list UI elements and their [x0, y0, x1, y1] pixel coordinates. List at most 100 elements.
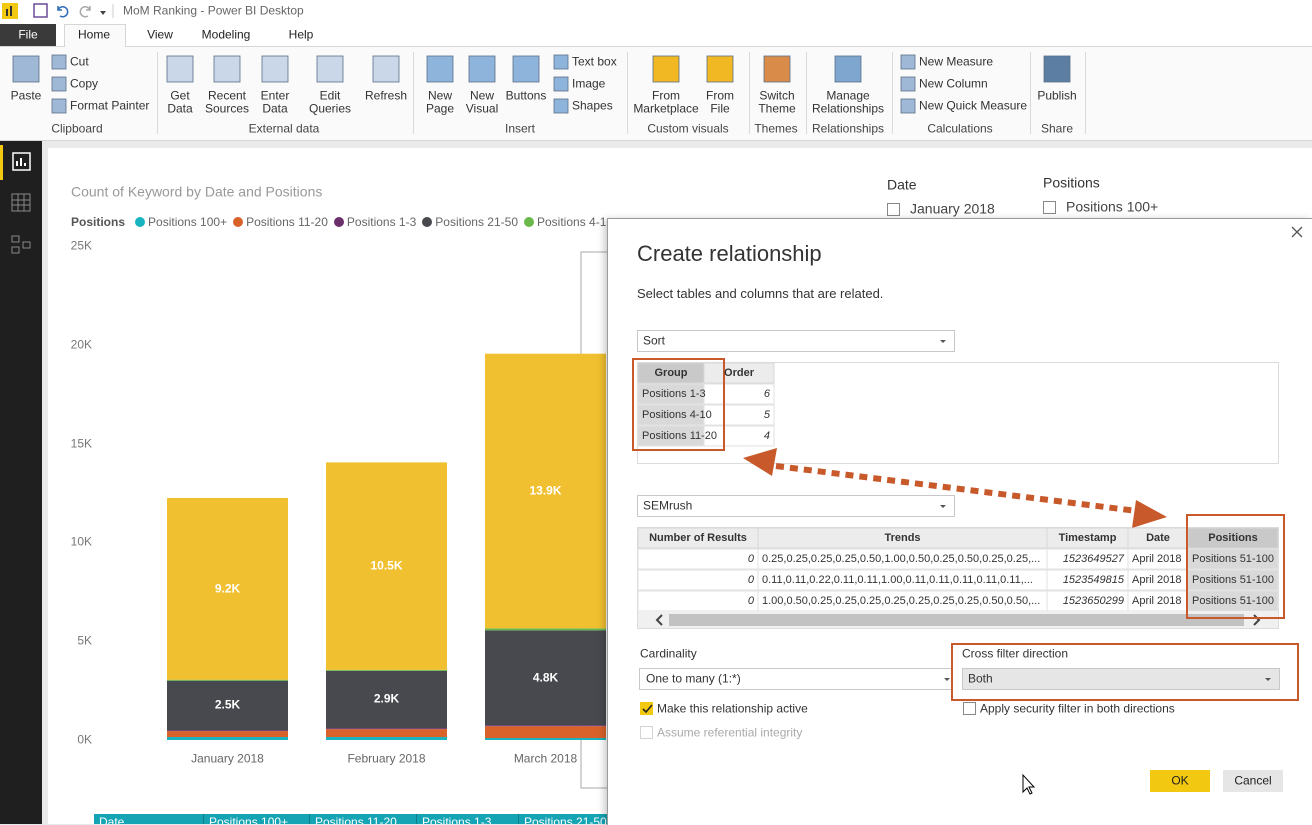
ribbon-tab[interactable]: Modeling	[201, 27, 251, 42]
ribbon-button-label[interactable]: Enter	[260, 88, 290, 103]
ribbon-button-label[interactable]: Buttons	[505, 88, 547, 103]
bar-segment	[326, 737, 447, 740]
checkbox-label[interactable]: Make this relationship active	[657, 701, 808, 716]
ribbon-button-label[interactable]: Cut	[70, 54, 89, 69]
data-view-icon[interactable]	[11, 193, 31, 212]
ribbon-button-label[interactable]: From	[652, 88, 680, 103]
scroll-right[interactable]	[1253, 614, 1261, 626]
ribbon-button-label[interactable]: File	[710, 101, 730, 116]
ribbon-button-label[interactable]: New Quick Measure	[919, 98, 1028, 113]
ribbon-tab[interactable]: Help	[288, 27, 314, 42]
table1-dropdown[interactable]	[637, 330, 955, 352]
ribbon-button-label[interactable]: Paste	[10, 88, 42, 103]
legend-label[interactable]: Positions 4-10	[537, 215, 607, 229]
legend-label[interactable]: Positions 11-20	[246, 215, 328, 229]
checkbox-label[interactable]: Apply security filter in both directions	[980, 701, 1175, 716]
active-tab-bg[interactable]	[64, 24, 126, 47]
button-icon	[213, 55, 241, 83]
dropdown-value[interactable]: One to many (1:*)	[646, 671, 741, 686]
ribbon-button-label[interactable]: Relationships	[811, 101, 885, 116]
y-tick-label: 25K	[70, 238, 92, 253]
ribbon-button-label[interactable]: Copy	[70, 76, 99, 91]
ribbon-button-label[interactable]: Recent	[207, 88, 247, 103]
cancel-button[interactable]	[1223, 770, 1283, 792]
ribbon-button-label[interactable]: New Measure	[919, 54, 994, 69]
field-label: Cardinality	[640, 646, 697, 661]
ribbon-button-label[interactable]: Switch	[759, 88, 795, 103]
ribbon-button-label[interactable]: Sources	[204, 101, 250, 116]
ribbon-group-label: External data	[248, 121, 320, 136]
checkmark	[642, 704, 653, 714]
ribbon-button-label[interactable]: New Column	[919, 76, 988, 91]
column-header[interactable]: Positions	[1208, 531, 1258, 544]
ribbon-button-label[interactable]: Data	[167, 101, 193, 116]
data-label: 4.8K	[532, 670, 559, 685]
close-button[interactable]	[1291, 226, 1303, 238]
legend-label[interactable]: Positions 100+	[148, 215, 228, 229]
button-icon	[706, 55, 734, 83]
scroll-thumb[interactable]	[669, 614, 1244, 626]
ribbon-button-label[interactable]: Image	[572, 76, 606, 91]
column-header[interactable]: Number of Results	[649, 531, 747, 544]
ribbon-button-label[interactable]: Text box	[572, 54, 617, 69]
model-view-icon[interactable]	[11, 235, 20, 243]
ribbon-button-label[interactable]: New	[427, 88, 453, 103]
save-icon[interactable]	[33, 3, 48, 18]
column-header[interactable]: Group	[654, 366, 688, 379]
x-tick-label: March 2018	[513, 751, 578, 766]
x-tick-label: January 2018	[191, 751, 264, 766]
bar-segment	[485, 726, 606, 739]
ribbon-button-label[interactable]: From	[706, 88, 734, 103]
ribbon-button-label[interactable]: Queries	[308, 101, 352, 116]
slicer-item: Positions 100+	[1066, 198, 1159, 215]
ribbon-button-label[interactable]: Refresh	[364, 88, 408, 103]
bar-segment	[485, 353, 606, 629]
table-cell: April 2018	[1132, 594, 1182, 607]
ok-button-label[interactable]: OK	[1171, 773, 1189, 788]
cross-filter-dropdown[interactable]	[962, 668, 1280, 690]
ribbon-button-label[interactable]: Edit	[319, 88, 341, 103]
dropdown-value[interactable]: Both	[968, 671, 993, 686]
scroll-left[interactable]	[655, 614, 663, 626]
legend-label[interactable]: Positions 21-50	[435, 215, 518, 229]
ribbon-button-label[interactable]: Visual	[465, 101, 499, 116]
y-tick-label: 20K	[70, 337, 92, 352]
column-header[interactable]: Order	[724, 366, 754, 379]
column-header[interactable]: Trends	[884, 531, 921, 544]
ok-button[interactable]	[1150, 770, 1210, 792]
ribbon-button-label[interactable]: New	[469, 88, 495, 103]
ribbon-tab[interactable]: Home	[77, 27, 111, 42]
button-icon	[512, 55, 540, 83]
button-icon	[763, 55, 791, 83]
ribbon-tab[interactable]: View	[147, 27, 173, 42]
column-header[interactable]: Timestamp	[1058, 531, 1117, 544]
ribbon-button-label[interactable]: Publish	[1037, 88, 1077, 103]
data-label: 10.5K	[370, 558, 403, 573]
checkbox	[640, 726, 653, 739]
chart-title: Count of Keyword by Date and Positions	[71, 183, 323, 200]
ribbon-button-label[interactable]: Manage	[826, 88, 870, 103]
ribbon-button-label[interactable]: Page	[425, 101, 455, 116]
report-view-icon[interactable]	[12, 152, 31, 171]
column-header[interactable]: Date	[1146, 531, 1170, 544]
ribbon-button-label[interactable]: Marketplace	[633, 101, 699, 116]
annotation-box	[1186, 514, 1285, 619]
ribbon-button-label[interactable]: Theme	[758, 101, 796, 116]
file-tab-bg[interactable]	[0, 24, 56, 46]
quick-access-menu[interactable]	[100, 11, 106, 15]
ribbon-button-label[interactable]: Shapes	[572, 98, 613, 113]
table2-dropdown[interactable]	[637, 495, 955, 517]
ribbon-button-label[interactable]: Format Painter	[70, 98, 150, 113]
table1-select[interactable]: Sort	[643, 333, 666, 348]
ribbon-tab[interactable]: File	[18, 27, 38, 42]
ribbon-button-label[interactable]: Data	[262, 101, 288, 116]
cancel-button-label[interactable]: Cancel	[1234, 773, 1272, 788]
table-cell: Positions 1-3	[642, 387, 706, 400]
button-icon	[51, 98, 67, 114]
undo-icon[interactable]	[57, 6, 69, 18]
legend-label[interactable]: Positions 1-3	[346, 215, 417, 229]
ribbon-button-label[interactable]: Get	[170, 88, 190, 103]
redo-icon[interactable]	[79, 6, 91, 18]
table2-select[interactable]: SEMrush	[643, 498, 693, 513]
